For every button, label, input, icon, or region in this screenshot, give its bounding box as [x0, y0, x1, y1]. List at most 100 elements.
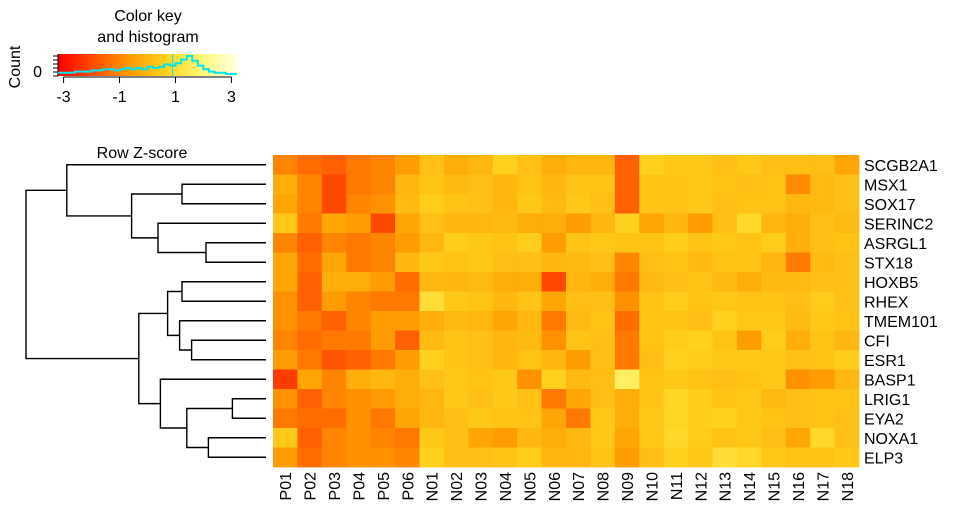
- heatmap-cell: [395, 291, 420, 312]
- color-key-swatch: [216, 54, 220, 76]
- heatmap-cell: [492, 252, 518, 273]
- heatmap-cell: [761, 272, 787, 292]
- color-key-swatch: [81, 54, 86, 76]
- heatmap-cell: [517, 213, 542, 234]
- heatmap-cell: [834, 272, 860, 292]
- color-key: Color key and histogram Count 0 -3 -1 1 3: [7, 8, 238, 106]
- color-key-ylabel: Count: [7, 45, 24, 88]
- heatmap-cell: [419, 213, 445, 234]
- heatmap-cell: [614, 272, 640, 292]
- heatmap-cell: [346, 272, 372, 292]
- heatmap-cell: [346, 428, 372, 448]
- heatmap-cell: [492, 369, 518, 390]
- heatmap-cell: [810, 330, 835, 351]
- color-key-swatch: [204, 54, 208, 76]
- heatmap-cell: [712, 174, 738, 195]
- heatmap-cell: [395, 155, 420, 175]
- color-key-swatch: [225, 54, 229, 76]
- heatmap-cell: [468, 174, 494, 195]
- heatmap-cell: [785, 272, 811, 292]
- heatmap-cell: [834, 155, 860, 175]
- color-key-swatch: [93, 54, 98, 76]
- color-key-xtick-label: -3: [56, 89, 70, 106]
- heatmap-cell: [541, 389, 567, 409]
- heatmap-cell: [639, 311, 665, 331]
- heatmap-cell: [273, 252, 298, 273]
- heatmap-cell: [639, 350, 665, 370]
- heatmap-cell: [712, 350, 738, 370]
- heatmap-cell: [321, 272, 347, 292]
- heatmap-cell: [395, 174, 420, 195]
- heatmap-cell: [761, 252, 787, 273]
- heatmap-cell: [346, 233, 372, 253]
- heatmap-cell: [541, 272, 567, 292]
- row-labels: SCGB2A1 MSX1 SOX17 SERINC2 ASRGL1 STX18 HOXB5 R…: [864, 158, 938, 467]
- heatmap-cell: [443, 174, 469, 195]
- heatmap-cell: [834, 233, 860, 253]
- heatmap-cell: [321, 350, 347, 370]
- color-key-swatch: [99, 54, 104, 76]
- heatmap-cell: [614, 174, 640, 195]
- heatmap-cell: [736, 428, 762, 448]
- heatmap-cell: [712, 369, 738, 390]
- heatmap-cell: [566, 428, 591, 448]
- heatmap-cell: [761, 233, 787, 253]
- heatmap-cell: [712, 428, 738, 448]
- heatmap-cell: [712, 272, 738, 292]
- row-label: SCGB2A1: [864, 158, 938, 175]
- heatmap-cell: [639, 233, 665, 253]
- dendrogram-branch: [138, 312, 168, 405]
- heatmap-cell: [273, 330, 298, 351]
- heatmap-cell: [443, 155, 469, 175]
- heatmap-cell: [688, 447, 713, 468]
- dendrogram-branch: [181, 281, 266, 302]
- heatmap-cell: [468, 447, 494, 468]
- heatmap-cell: [566, 330, 591, 351]
- heatmap-cell: [761, 330, 787, 351]
- heatmap-cell: [468, 408, 494, 429]
- heatmap-cell: [566, 213, 591, 234]
- heatmap-cell: [541, 369, 567, 390]
- column-label: P02: [303, 472, 320, 501]
- heatmap-cell: [492, 272, 518, 292]
- heatmap-cell: [712, 233, 738, 253]
- heatmap-cell: [590, 389, 616, 409]
- dendrogram-branch: [157, 222, 266, 254]
- heatmap-cell: [761, 194, 787, 214]
- heatmap-cell: [663, 233, 689, 253]
- heatmap-cell: [443, 233, 469, 253]
- color-key-swatch: [222, 54, 226, 76]
- row-label: RHEX: [864, 294, 909, 311]
- heatmap-cell: [468, 350, 494, 370]
- heatmap-cell: [273, 447, 298, 468]
- heatmap-cell: [810, 428, 835, 448]
- heatmap-cell: [419, 311, 445, 331]
- heatmap-cell: [370, 447, 396, 468]
- heatmap-cell: [614, 350, 640, 370]
- heatmap-cell: [541, 428, 567, 448]
- heatmap-cell: [614, 155, 640, 175]
- heatmap-cell: [736, 408, 762, 429]
- heatmap-cell: [712, 311, 738, 331]
- heatmap-cell: [419, 330, 445, 351]
- heatmap-cell: [785, 311, 811, 331]
- color-key-ytick-label: 0: [33, 64, 42, 81]
- heatmap-cell: [736, 389, 762, 409]
- heatmap-cell: [297, 174, 323, 195]
- heatmap-cell: [736, 369, 762, 390]
- color-key-swatch: [192, 54, 196, 76]
- heatmap-cell: [614, 330, 640, 351]
- heatmap-cell: [590, 233, 616, 253]
- heatmap-cell: [395, 447, 420, 468]
- heatmap-cell: [810, 408, 835, 429]
- heatmap-cell: [273, 428, 298, 448]
- heatmap-cell: [321, 369, 347, 390]
- heatmap-cell: [297, 389, 323, 409]
- color-key-swatch: [58, 54, 62, 76]
- heatmap-cell: [761, 213, 787, 234]
- heatmap-cell: [370, 428, 396, 448]
- heatmap-cell: [492, 350, 518, 370]
- heatmap-cell: [736, 291, 762, 312]
- heatmap-cell: [517, 155, 542, 175]
- color-key-swatch: [147, 54, 152, 76]
